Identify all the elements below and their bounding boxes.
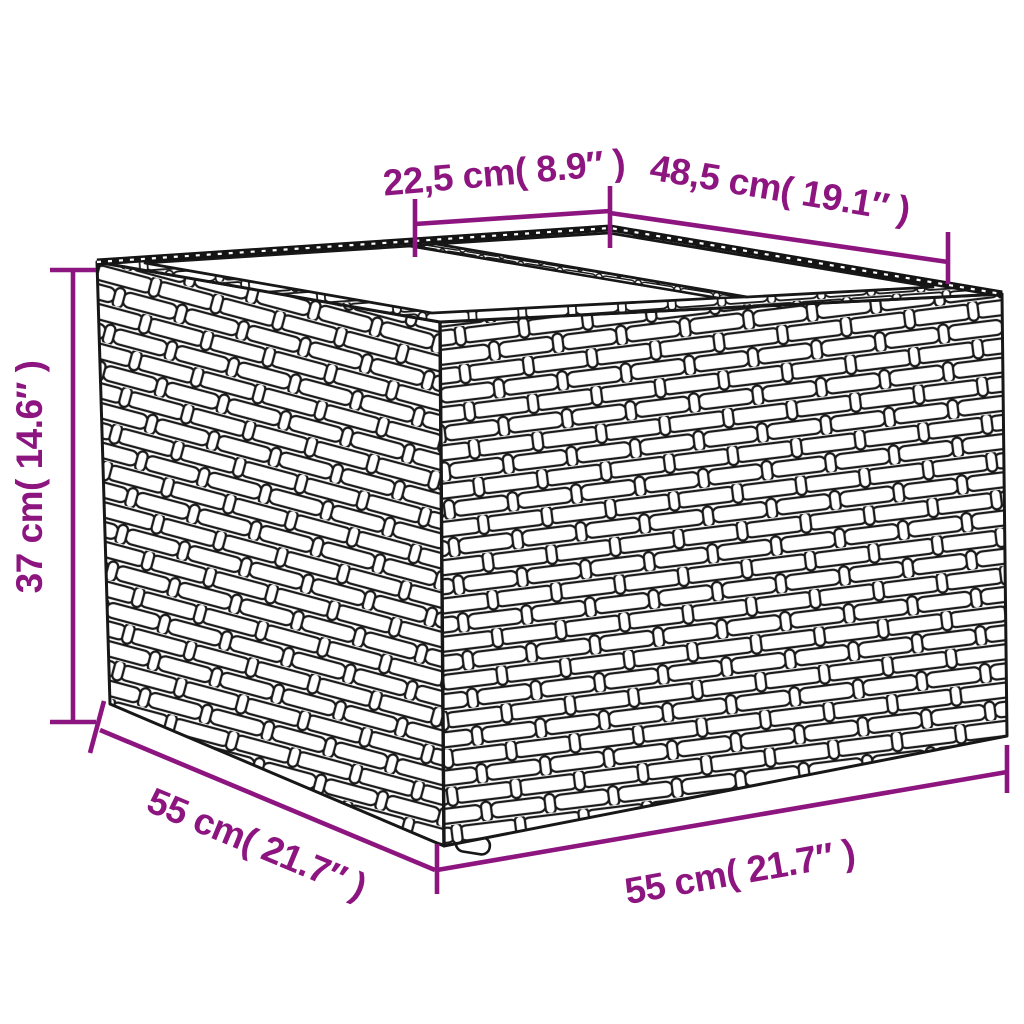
table-left-face [95, 260, 446, 848]
dimension-depth [87, 700, 436, 873]
dimension-width [434, 745, 1010, 894]
dim-line [436, 769, 1008, 873]
label-top-glass-span: 48,5 cm( 19.1″ ) [647, 147, 913, 231]
dimension-height [50, 267, 96, 725]
dimension-top-panel-width [412, 186, 613, 257]
dim-line [99, 727, 436, 873]
table-right-face [438, 292, 1009, 848]
dim-tick [87, 700, 107, 754]
label-top-panel-width: 22,5 cm( 8.9″ ) [381, 142, 626, 204]
dim-line [609, 210, 949, 265]
glass-panel-right [434, 231, 935, 299]
rattan-table-illustration [95, 224, 1009, 856]
dim-line [414, 208, 611, 227]
label-height: 37 cm( 14.6″ ) [9, 361, 50, 594]
dimension-lines [50, 186, 1010, 894]
front-corner-seam [438, 321, 446, 847]
dimension-top-glass-span [609, 210, 951, 284]
label-width: 55 cm( 21.7″ ) [622, 831, 858, 912]
